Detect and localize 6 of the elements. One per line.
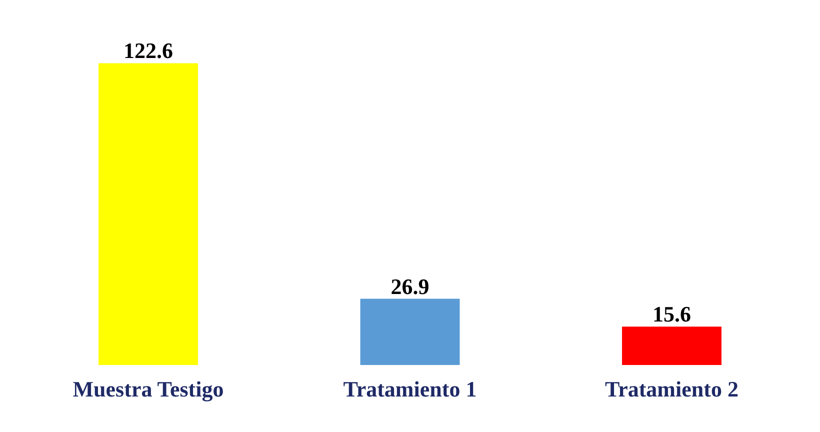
x-tick-label: Tratamiento 1 bbox=[343, 376, 477, 402]
x-tick-label: Tratamiento 2 bbox=[605, 376, 738, 402]
x-tick-label: Muestra Testigo bbox=[72, 376, 224, 402]
data-label: 15.6 bbox=[652, 302, 691, 327]
data-label: 122.6 bbox=[124, 38, 174, 64]
data-label: 26.9 bbox=[390, 274, 430, 299]
